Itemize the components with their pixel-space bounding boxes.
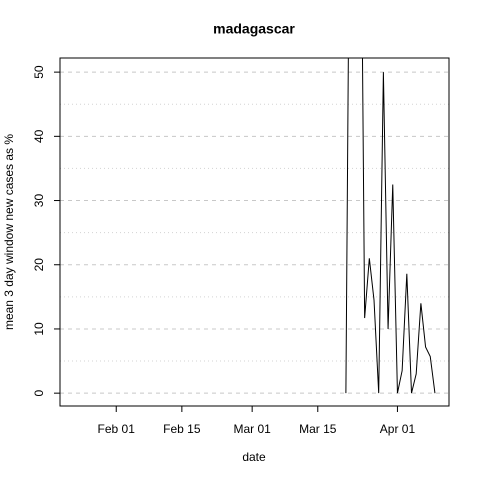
data-line <box>345 58 436 394</box>
x-tick-label: Mar 15 <box>299 422 337 436</box>
x-axis-label: date <box>242 450 266 464</box>
x-tick-label: Feb 15 <box>163 422 201 436</box>
y-tick-label: 10 <box>32 322 46 336</box>
x-tick-label: Apr 01 <box>380 422 416 436</box>
plot-border <box>59 57 450 407</box>
plot-area <box>60 58 449 394</box>
y-tick-label: 30 <box>32 194 46 208</box>
chart-title: madagascar <box>213 21 295 37</box>
y-axis-label: mean 3 day window new cases as % <box>2 134 16 330</box>
x-tick-label: Feb 01 <box>98 422 136 436</box>
y-tick-label: 0 <box>32 390 46 397</box>
y-tick-label: 50 <box>32 65 46 79</box>
y-tick-label: 20 <box>32 258 46 272</box>
x-tick-label: Mar 01 <box>233 422 271 436</box>
y-tick-label: 40 <box>32 129 46 143</box>
